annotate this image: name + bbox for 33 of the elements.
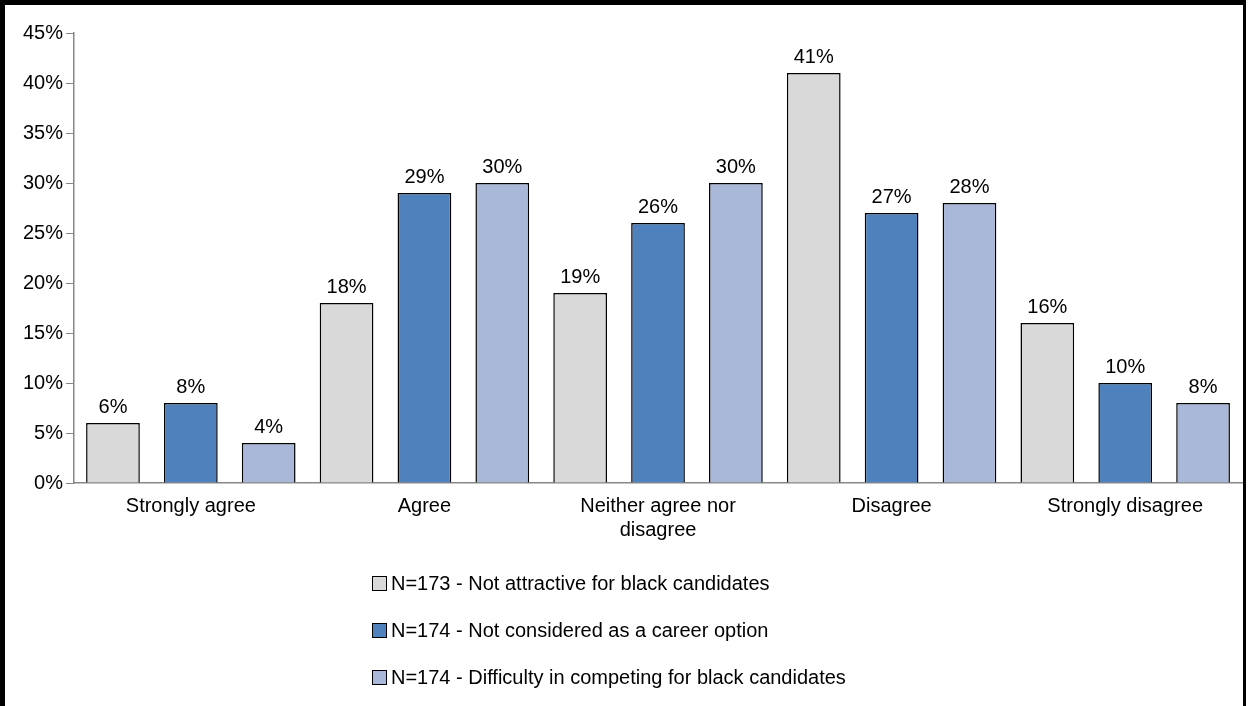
data-label: 18% <box>326 274 367 297</box>
data-label: 41% <box>793 44 834 67</box>
legend-label: N=173 - Not attractive for black candidates <box>391 572 770 595</box>
data-label: 30% <box>715 154 757 177</box>
y-tick-label: 45% <box>23 20 64 43</box>
x-tick-label: Disagree <box>851 493 932 516</box>
y-tick-label: 35% <box>23 120 64 143</box>
data-label: 26% <box>638 194 679 217</box>
data-label: 16% <box>1027 294 1068 317</box>
y-tick-label: 40% <box>23 70 64 93</box>
data-label: 6% <box>98 394 128 417</box>
x-tick-label: Strongly disagree <box>1047 493 1204 516</box>
legend-label: N=174 - Not considered as a career option <box>391 619 769 642</box>
data-label: 19% <box>560 264 601 287</box>
y-tick-label: 15% <box>23 320 64 343</box>
y-tick-label: 0% <box>34 470 64 493</box>
data-label: 4% <box>254 414 284 437</box>
data-label: 8% <box>176 374 206 397</box>
data-label: 27% <box>871 184 912 207</box>
y-tick-label: 20% <box>23 270 64 293</box>
x-tick-label: Neither agree nor disagree <box>580 493 737 540</box>
data-label: 28% <box>949 174 990 197</box>
y-tick-label: 10% <box>23 370 64 393</box>
x-tick-label: Agree <box>397 493 452 516</box>
data-label: 29% <box>404 164 445 187</box>
x-tick-label: Strongly agree <box>125 493 256 516</box>
data-label: 8% <box>1188 374 1218 397</box>
legend-label: N=174 - Difficulty in competing for black candidates <box>391 666 846 689</box>
data-label: 10% <box>1105 354 1146 377</box>
y-tick-label: 25% <box>23 220 64 243</box>
y-tick-label: 5% <box>34 420 64 443</box>
data-label: 30% <box>482 154 523 177</box>
y-tick-label: 30% <box>23 170 64 193</box>
